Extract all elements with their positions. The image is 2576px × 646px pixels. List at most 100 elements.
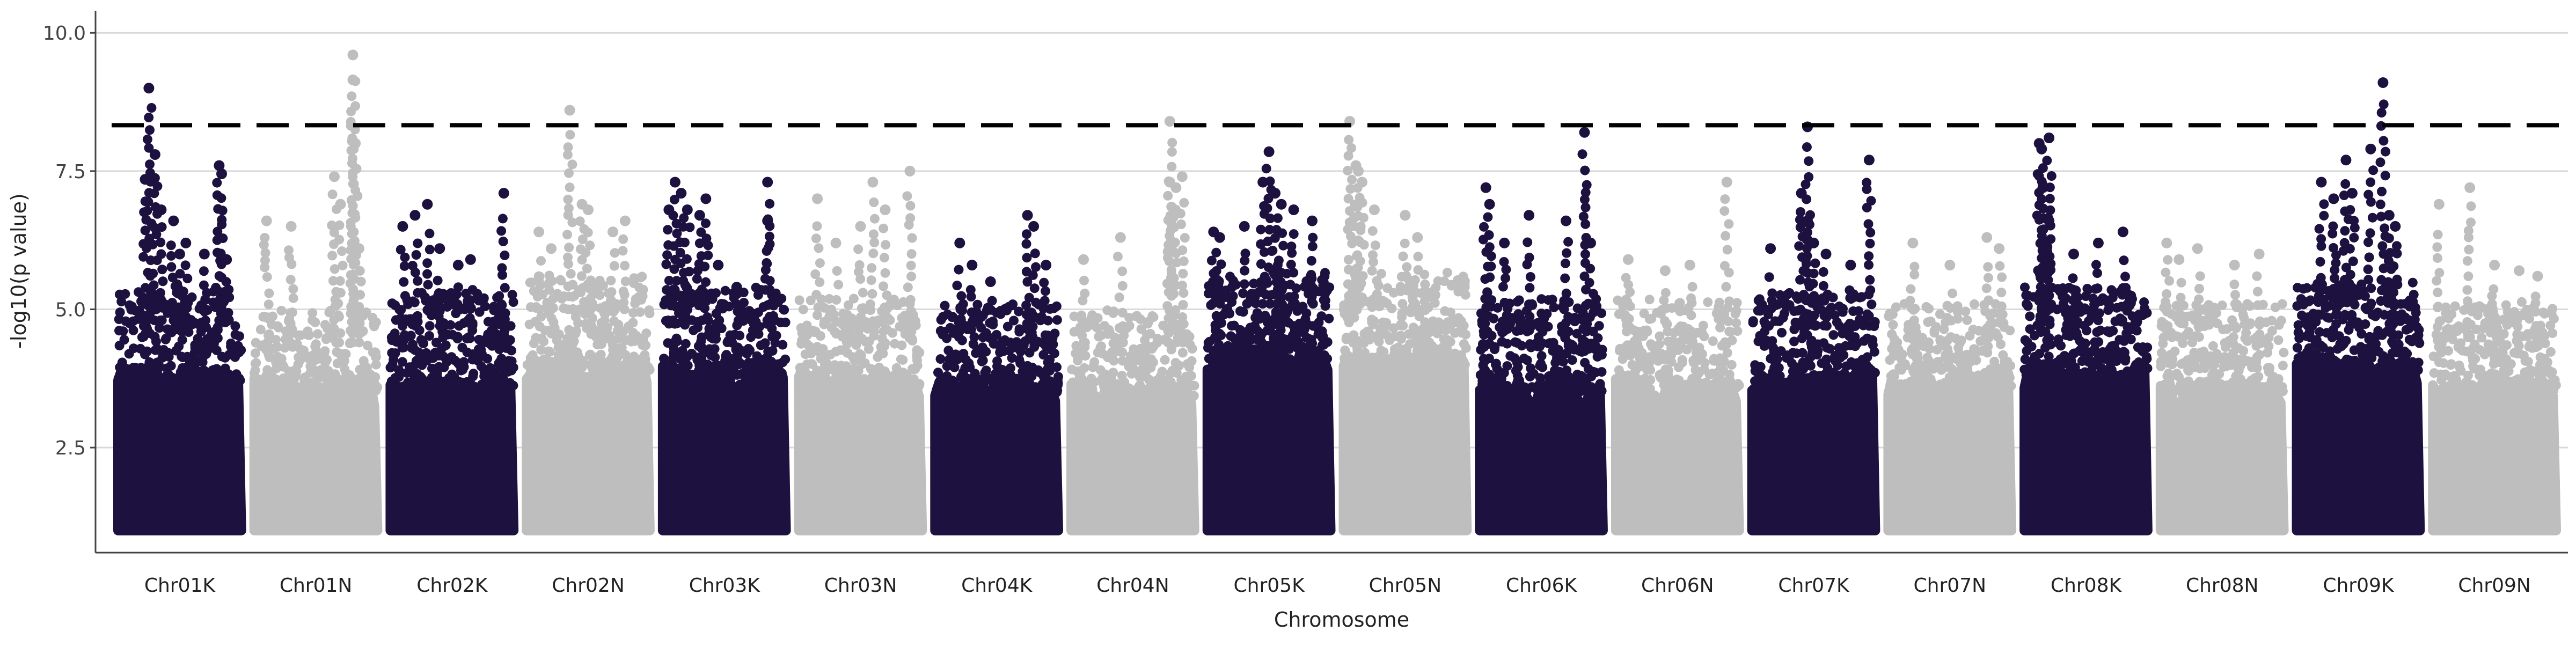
data-point	[711, 288, 721, 298]
data-point	[980, 368, 990, 378]
data-point	[742, 349, 752, 358]
data-point	[1393, 343, 1403, 353]
data-point	[1719, 377, 1729, 386]
data-point	[811, 290, 821, 299]
peak-point	[867, 177, 878, 188]
data-point	[1584, 299, 1593, 309]
data-point	[1369, 299, 1379, 309]
data-point	[1163, 313, 1173, 323]
data-point	[230, 353, 240, 362]
data-point	[752, 356, 762, 366]
data-point	[1720, 194, 1730, 204]
data-point	[1579, 212, 1589, 222]
data-point	[411, 321, 420, 331]
data-point	[831, 347, 840, 357]
data-point	[1798, 364, 1808, 374]
data-point	[1276, 277, 1286, 287]
chromosome-points-chr02k	[386, 188, 518, 531]
data-point	[1169, 273, 1179, 283]
data-point	[763, 347, 773, 356]
data-point	[1167, 147, 1177, 157]
data-point	[860, 381, 870, 391]
peak-point	[174, 249, 185, 260]
data-point	[1377, 360, 1387, 370]
data-point	[1041, 287, 1050, 296]
data-point	[355, 290, 365, 299]
data-point	[709, 366, 719, 376]
data-point	[1692, 346, 1702, 356]
data-point	[565, 182, 575, 192]
data-point	[739, 298, 749, 307]
data-point	[714, 315, 724, 325]
data-point	[1526, 272, 1535, 282]
data-point	[1308, 241, 1318, 251]
data-point	[311, 368, 320, 378]
data-point	[182, 303, 192, 313]
data-point	[1253, 308, 1262, 318]
data-point	[1372, 331, 1382, 341]
data-point	[1487, 251, 1496, 261]
data-point	[1705, 370, 1715, 379]
data-point	[907, 249, 917, 259]
point-mass	[526, 356, 650, 530]
data-point	[501, 309, 510, 318]
data-point	[680, 315, 690, 325]
data-point	[1865, 285, 1875, 295]
data-point	[507, 366, 516, 376]
data-point	[1814, 371, 1824, 381]
data-point	[810, 269, 820, 279]
data-point	[831, 295, 841, 305]
data-point	[585, 240, 595, 250]
data-point	[906, 295, 916, 305]
data-point	[1359, 213, 1368, 223]
data-point	[1180, 233, 1190, 243]
data-point	[291, 366, 301, 376]
data-point	[2140, 304, 2149, 313]
data-point	[1087, 310, 1097, 320]
data-point	[844, 300, 853, 310]
data-point	[2040, 371, 2050, 380]
data-point	[852, 355, 861, 365]
data-point	[334, 235, 344, 245]
data-point	[1368, 250, 1378, 260]
data-point	[1346, 143, 1356, 153]
peak-point	[676, 188, 686, 199]
data-point	[1483, 327, 1492, 336]
data-point	[765, 299, 774, 309]
data-point	[1666, 337, 1675, 347]
data-point	[1894, 348, 1904, 357]
data-point	[1923, 317, 1933, 327]
data-point	[670, 368, 680, 377]
data-point	[687, 370, 697, 379]
data-point	[703, 251, 713, 260]
data-point	[1560, 274, 1570, 283]
data-point	[1499, 257, 1509, 267]
data-point	[454, 321, 464, 331]
data-point	[2030, 331, 2039, 340]
data-point	[898, 355, 908, 365]
data-point	[1498, 282, 1508, 291]
data-point	[201, 349, 211, 359]
data-point	[145, 125, 155, 135]
data-point	[434, 311, 444, 321]
peak-point	[1400, 210, 1410, 221]
data-point	[621, 276, 631, 286]
data-point	[661, 260, 671, 269]
data-point	[1834, 302, 1844, 311]
data-point	[1802, 142, 1812, 152]
data-point	[840, 328, 850, 337]
data-point	[1424, 325, 1433, 334]
data-point	[563, 195, 573, 204]
data-point	[1780, 297, 1790, 307]
data-point	[1088, 363, 1097, 372]
chromosome-points-chr05k	[1203, 146, 1334, 531]
data-point	[1524, 299, 1534, 309]
data-point	[425, 229, 434, 238]
data-point	[152, 181, 162, 191]
data-point	[425, 245, 435, 254]
data-point	[1580, 249, 1590, 259]
data-point	[1864, 219, 1874, 229]
peak-point	[1357, 177, 1367, 188]
data-point	[869, 238, 879, 247]
data-point	[256, 325, 266, 334]
